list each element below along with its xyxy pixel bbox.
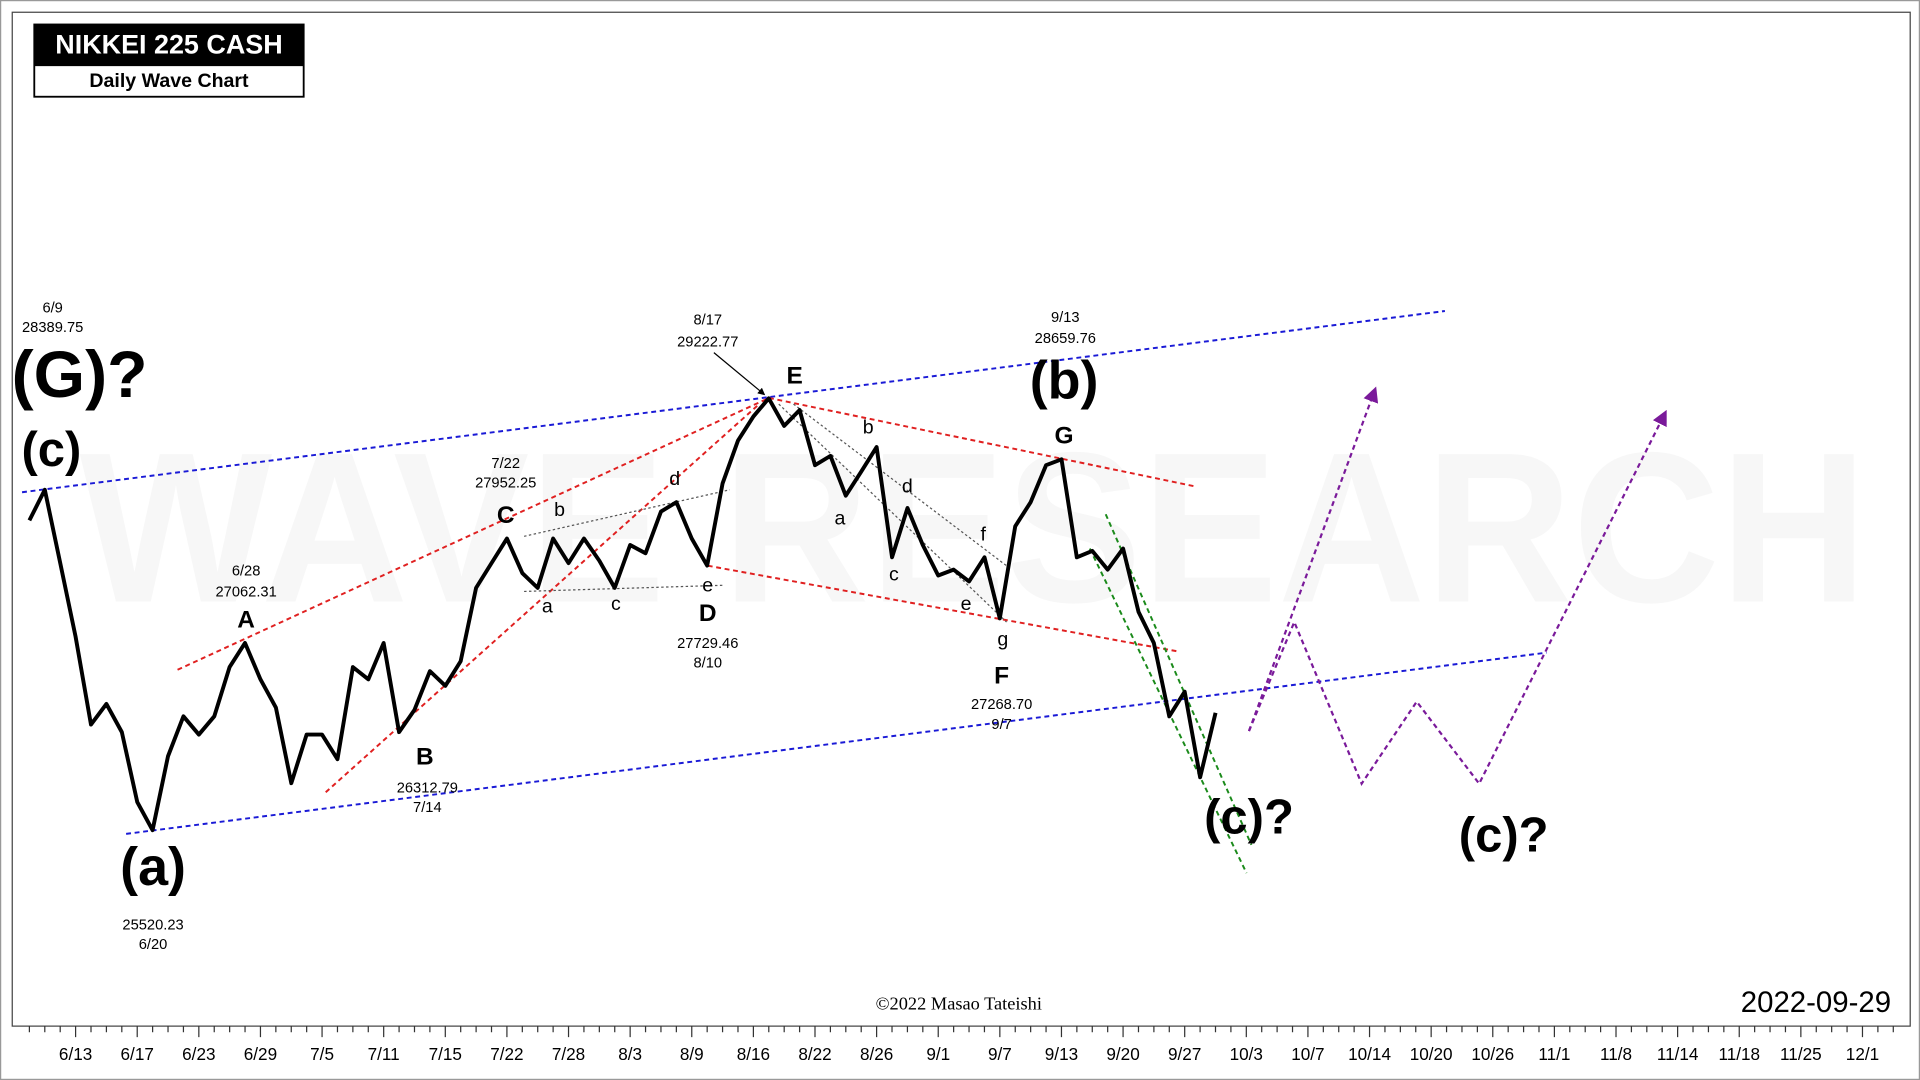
channel-line [768,397,1195,488]
annotation: 27268.70 [971,697,1032,713]
annotation: 28659.76 [1035,331,1096,347]
x-tick-label: 8/22 [798,1044,831,1064]
x-tick-label: 10/14 [1348,1044,1391,1064]
x-tick-label: 11/25 [1780,1044,1822,1064]
annotation: b [554,499,565,521]
annotation: d [669,468,680,490]
triangle-line [778,403,1007,623]
chart-subtitle: Daily Wave Chart [89,70,249,92]
projection-arrow [1247,409,1667,786]
annotation: 27952.25 [475,476,536,492]
watermark: WAVE RESEARCH [80,409,1868,648]
x-tick-label: 10/26 [1471,1044,1514,1064]
annotation: (c)? [1459,809,1549,863]
annotation: 6/28 [232,564,261,580]
x-tick-label: 9/20 [1106,1044,1139,1064]
chart-title: NIKKEI 225 CASH [55,30,282,60]
x-tick-label: 7/11 [368,1044,400,1064]
x-tick-label: 7/5 [310,1044,334,1064]
x-tick-label: 6/17 [121,1044,154,1064]
x-tick-label: 7/28 [552,1044,585,1064]
x-tick-label: 8/16 [737,1044,770,1064]
projection-arrow [1247,386,1379,732]
annotation: (c)? [1204,790,1294,844]
annotation: e [702,575,713,597]
x-tick-label: 8/26 [860,1044,893,1064]
annotation: 7/14 [413,800,442,816]
x-tick-label: 9/1 [926,1044,950,1064]
annotation: G [1055,423,1074,450]
annotation: 9/13 [1051,310,1080,326]
annotation: 8/17 [693,313,722,329]
annotation: (G)? [12,338,148,412]
annotation: 29222.77 [677,335,738,351]
price-line [27,396,1218,833]
x-tick-label: 10/20 [1410,1044,1453,1064]
x-tick-label: 9/27 [1168,1044,1201,1064]
annotation: (b) [1030,351,1099,411]
annotation: A [237,606,255,633]
annotation: a [542,596,553,618]
x-tick-label: 11/14 [1657,1044,1699,1064]
annotation: (c) [21,423,81,477]
channel-line [177,397,770,671]
annotation: f [981,523,987,545]
x-tick-label: 10/3 [1230,1044,1263,1064]
triangle-line [524,584,723,593]
annotation: C [497,502,515,529]
annotation: g [997,629,1008,651]
x-tick-label: 10/7 [1291,1044,1324,1064]
annotation: 6/9 [42,300,62,316]
chart-date: 2022-09-29 [1741,986,1891,1019]
x-tick-label: 11/18 [1718,1044,1760,1064]
annotation: 25520.23 [122,918,183,934]
annotation: (a) [120,837,186,897]
annotation: c [889,564,899,586]
title-band [34,24,304,67]
channel-line [21,310,1446,494]
annotation: 8/10 [693,656,722,672]
annotation: a [835,507,846,529]
x-tick-label: 7/15 [429,1044,462,1064]
annotation: 26312.79 [397,780,458,796]
triangle-lines [523,403,1007,623]
annotation: 27729.46 [677,636,738,652]
x-tick-label: 11/8 [1600,1044,1632,1064]
triangle-line [523,489,730,537]
x-tick-label: 8/3 [618,1044,642,1064]
triangle-line [793,403,1007,567]
annotation: E [787,363,803,390]
x-tick-label: 6/13 [59,1044,92,1064]
x-tick-label: 6/29 [244,1044,277,1064]
annotation: 6/20 [139,937,168,953]
annotation: 7/22 [491,456,520,472]
annotation: b [863,417,874,439]
projection [1247,386,1667,786]
x-tick-label: 11/1 [1538,1044,1570,1064]
pointer-arrow [713,352,766,396]
copyright: ©2022 Masao Tateishi [876,994,1042,1014]
x-tick-label: 9/7 [988,1044,1012,1064]
annotation: B [416,743,434,770]
annotation: F [994,663,1009,690]
x-tick-label: 8/9 [680,1044,704,1064]
x-tick-label: 12/1 [1846,1044,1879,1064]
trend-lines [21,310,1547,874]
annotation: d [902,476,913,498]
annotation: e [961,593,972,615]
channel-line [707,564,1179,653]
annotation: c [611,593,621,615]
plot-border [11,11,1911,1027]
annotation: 28389.75 [22,320,83,336]
annotation: 9/7 [991,717,1011,733]
x-tick-label: 9/13 [1045,1044,1078,1064]
annotation: 27062.31 [215,585,276,601]
channel-line [125,651,1547,835]
x-tick-label: 6/23 [182,1044,215,1064]
x-tick-label: 7/22 [490,1044,523,1064]
annotation: D [699,600,717,627]
